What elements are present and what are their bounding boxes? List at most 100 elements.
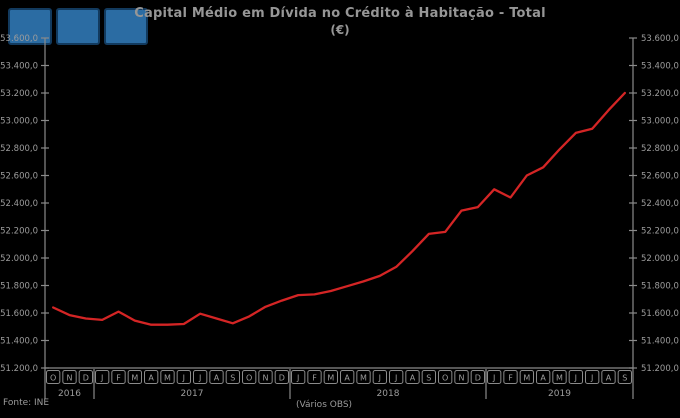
month-cell [585, 370, 600, 384]
month-letter: A [214, 374, 220, 383]
month-cell [601, 370, 616, 384]
month-cell [487, 370, 502, 384]
data-line [52, 91, 626, 326]
month-letter: J [394, 374, 397, 383]
month-cell [144, 370, 159, 384]
month-letter: D [475, 374, 481, 383]
month-letter: S [230, 374, 235, 383]
y-tick-label-right: 53.400,0 [641, 62, 679, 72]
month-letter: F [508, 374, 513, 383]
y-tick-label-right: 52.200,0 [641, 227, 679, 237]
y-tick-label-right: 53.200,0 [641, 89, 679, 99]
month-cell [176, 370, 192, 384]
month-cell [62, 370, 77, 384]
month-letter: A [606, 374, 612, 383]
month-cell [617, 370, 633, 384]
chart-title-block: Capital Médio em Dívida no Crédito à Hab… [0, 6, 680, 37]
month-cell [307, 370, 322, 384]
month-letter: M [131, 374, 138, 383]
y-tick-label-left: 53.400,0 [0, 62, 38, 72]
y-tick-label-right: 51.400,0 [641, 337, 679, 347]
month-letter: F [116, 374, 121, 383]
month-letter: N [67, 374, 73, 383]
source-label: Fonte: INE [3, 398, 50, 408]
month-letter: J [492, 374, 495, 383]
y-tick-label-right: 52.600,0 [641, 172, 679, 182]
month-letter: A [410, 374, 416, 383]
year-label: 2016 [58, 389, 81, 399]
month-letter: M [556, 374, 563, 383]
month-letter: O [442, 374, 448, 383]
y-tick-label-left: 51.600,0 [0, 309, 38, 319]
y-tick-label-left: 52.200,0 [0, 227, 38, 237]
month-cell [291, 370, 306, 384]
month-cell [389, 370, 404, 384]
y-tick-label-right: 51.200,0 [641, 364, 679, 374]
year-label: 2017 [181, 389, 204, 399]
month-letter: O [50, 374, 56, 383]
month-letter: O [246, 374, 252, 383]
y-tick-label-left: 51.800,0 [0, 282, 38, 292]
y-tick-label-right: 52.800,0 [641, 144, 679, 154]
y-tick-label-right: 51.600,0 [641, 309, 679, 319]
month-cell [242, 370, 257, 384]
chart-unit-label: (€) [330, 23, 350, 37]
month-letter: M [360, 374, 367, 383]
month-cell [568, 370, 584, 384]
month-cell [438, 370, 453, 384]
month-letter: F [312, 374, 317, 383]
month-letter: M [523, 374, 530, 383]
month-letter: A [344, 374, 350, 383]
month-letter: S [426, 374, 431, 383]
month-cell [372, 370, 387, 384]
month-letter: N [459, 374, 465, 383]
month-cell [323, 370, 338, 384]
month-cell [340, 370, 355, 384]
month-letter: D [83, 374, 89, 383]
month-letter: J [100, 374, 103, 383]
month-cell [421, 370, 436, 384]
y-tick-label-right: 53.600,0 [641, 34, 679, 44]
month-letter: M [164, 374, 171, 383]
month-letter: J [296, 374, 299, 383]
month-cell [470, 370, 485, 384]
month-cell [405, 370, 420, 384]
month-cell [225, 370, 241, 384]
month-cell [503, 370, 518, 384]
year-label: 2019 [548, 389, 571, 399]
y-tick-label-right: 52.400,0 [641, 199, 679, 209]
y-tick-label-left: 51.400,0 [0, 337, 38, 347]
logo-tile [56, 8, 100, 45]
month-letter: N [263, 374, 269, 383]
logo-tile [104, 8, 148, 45]
y-tick-label-left: 52.600,0 [0, 172, 38, 182]
y-tick-label-left: 51.200,0 [0, 364, 38, 374]
month-letter: J [378, 374, 381, 383]
month-cell [552, 370, 567, 384]
month-cell [95, 370, 110, 384]
month-letter: J [182, 374, 185, 383]
logo-tile [8, 8, 52, 45]
month-letter: M [327, 374, 334, 383]
y-tick-label-left: 53.600,0 [0, 34, 38, 44]
month-cell [111, 370, 126, 384]
y-tick-label-left: 53.000,0 [0, 117, 38, 127]
y-tick-label-left: 52.800,0 [0, 144, 38, 154]
month-letter: J [198, 374, 201, 383]
month-cell [356, 370, 371, 384]
month-cell [46, 370, 61, 384]
y-tick-label-right: 51.800,0 [641, 282, 679, 292]
month-cell [127, 370, 143, 384]
logo [8, 8, 148, 45]
month-letter: D [279, 374, 285, 383]
month-cell [536, 370, 551, 384]
month-cell [193, 370, 208, 384]
chart-title: Capital Médio em Dívida no Crédito à Hab… [134, 6, 546, 21]
month-cell [454, 370, 469, 384]
month-cell [519, 370, 535, 384]
y-tick-label-right: 53.000,0 [641, 117, 679, 127]
x-axis-note: (Vários OBS) [296, 400, 353, 410]
y-tick-label-right: 52.000,0 [641, 254, 679, 264]
